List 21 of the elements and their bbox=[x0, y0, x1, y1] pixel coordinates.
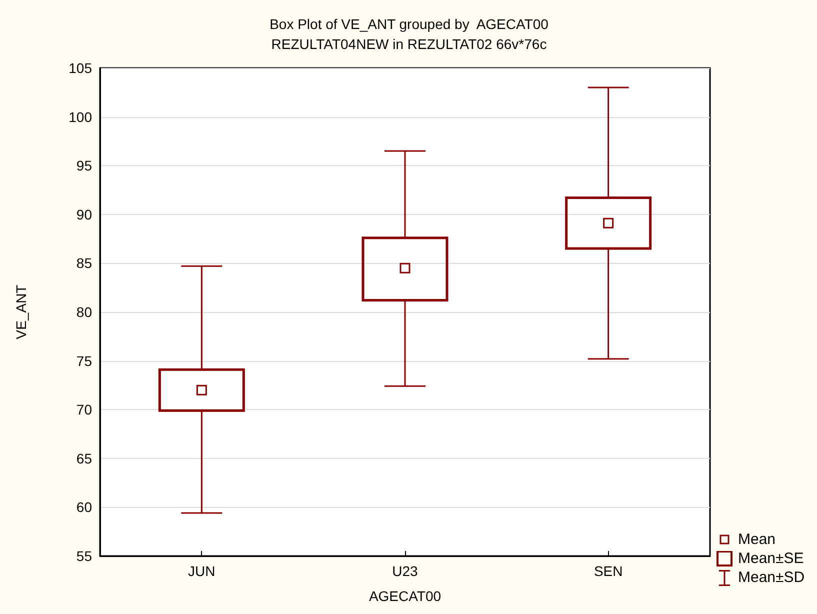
y-tick-label: 60 bbox=[76, 499, 92, 516]
text: Mean±SE bbox=[738, 549, 804, 568]
y-tick-label: 80 bbox=[76, 304, 92, 320]
y-tick-label: 105 bbox=[68, 60, 92, 76]
y-tick-label: 85 bbox=[76, 255, 92, 272]
text: Mean±SD bbox=[738, 568, 805, 587]
y-tick-label: 55 bbox=[76, 548, 92, 564]
text: Mean bbox=[738, 530, 776, 549]
chart-title: Box Plot of VE_ANT grouped by AGECAT00 bbox=[270, 16, 549, 32]
x-tick-label: U23 bbox=[392, 563, 418, 579]
y-tick-label: 90 bbox=[76, 206, 92, 222]
y-tick-label: 75 bbox=[76, 352, 92, 369]
y-axis-title: VE_ANT bbox=[13, 284, 29, 340]
x-tick-label: JUN bbox=[188, 563, 216, 579]
chart-subtitle: REZULTAT04NEW in REZULTAT02 66v*76c bbox=[271, 36, 547, 52]
x-tick-label: SEN bbox=[594, 563, 623, 579]
y-tick-label: 95 bbox=[76, 158, 92, 174]
y-tick-label: 100 bbox=[68, 108, 92, 125]
x-axis-title: AGECAT00 bbox=[368, 588, 442, 604]
y-tick-label: 70 bbox=[76, 402, 92, 418]
y-tick-label: 65 bbox=[76, 450, 92, 466]
